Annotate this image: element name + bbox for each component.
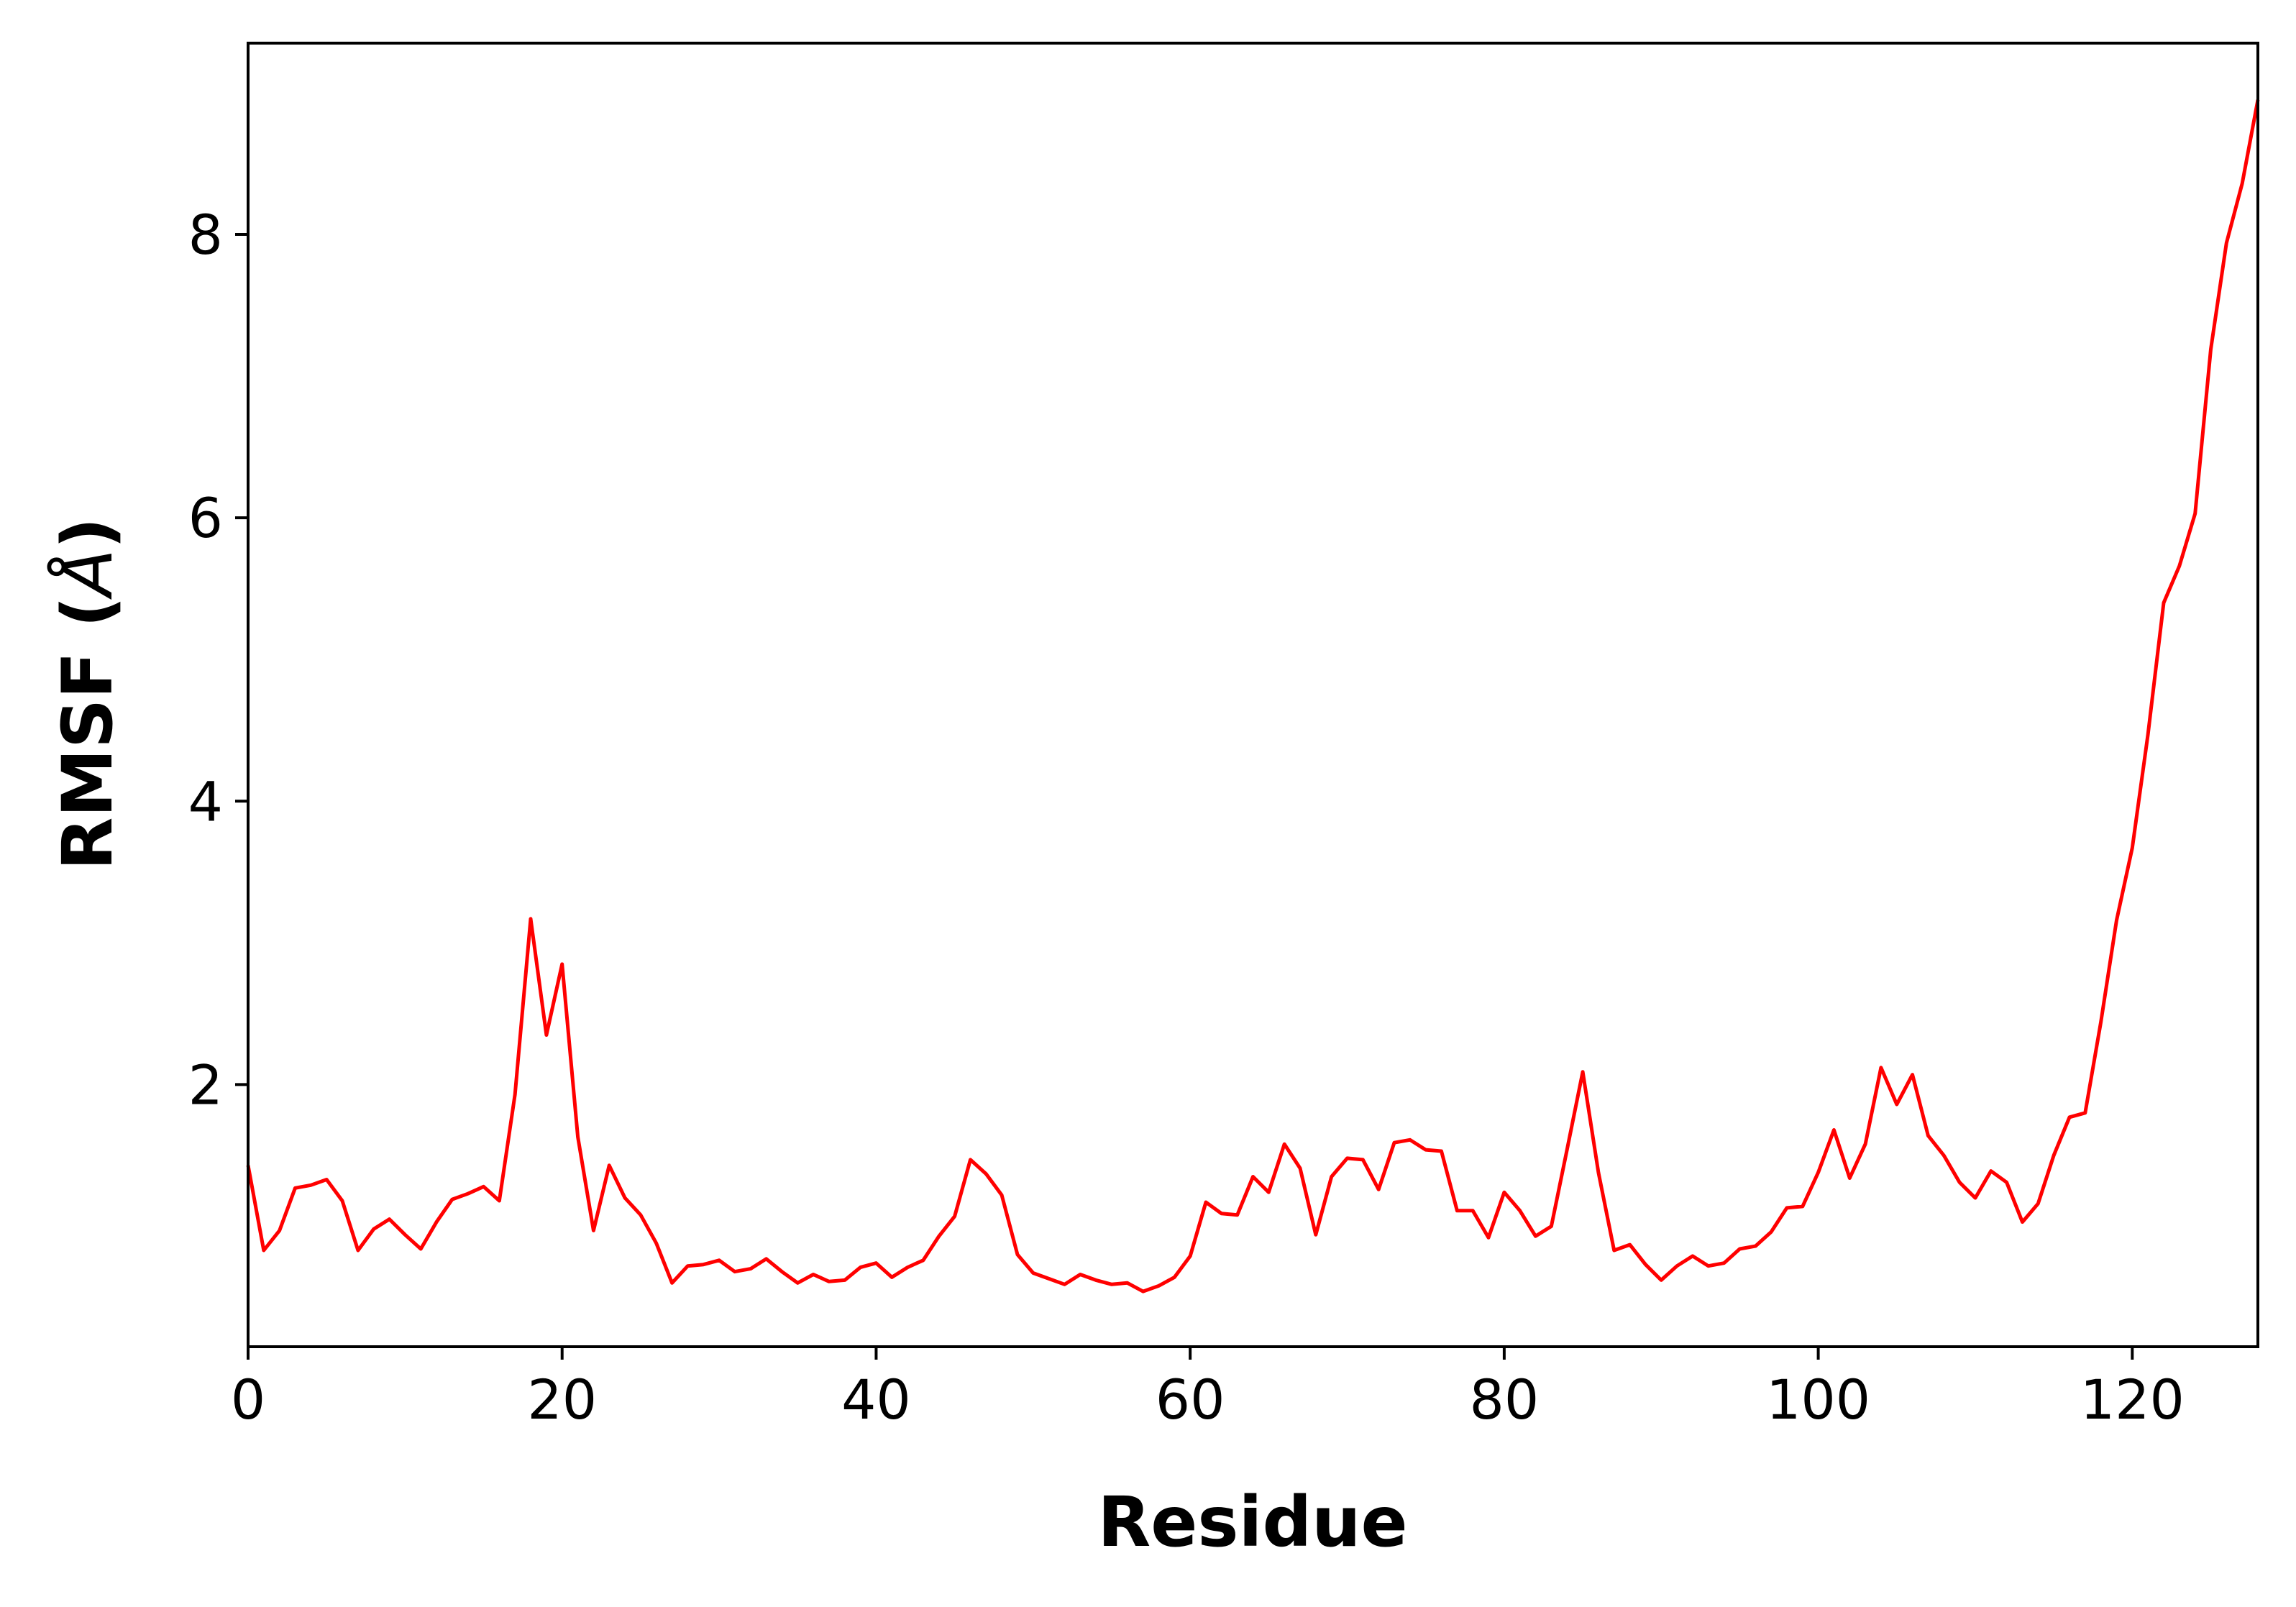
axes-layer: 0 20 40 60 80 100 120 2 4 6 8 — [188, 42, 2259, 1432]
y-tick-label: 2 — [188, 1053, 223, 1117]
y-tick-label: 6 — [188, 486, 223, 550]
data-layer — [246, 99, 2260, 1294]
y-axis-title-prefix: RMSF ( — [47, 596, 128, 870]
y-tick-label: 8 — [188, 203, 223, 267]
x-tick-label: 80 — [1470, 1368, 1540, 1432]
y-tick-label: 4 — [188, 769, 223, 833]
x-tick-label: 20 — [527, 1368, 597, 1432]
x-tick-label: 40 — [841, 1368, 911, 1432]
x-axis-title: Residue — [1097, 1482, 1407, 1562]
x-tick-label: 100 — [1766, 1368, 1870, 1432]
x-tick-label: 0 — [231, 1368, 265, 1432]
y-axis-title: RMSF (Å) — [47, 517, 128, 870]
x-tick-label: 60 — [1156, 1368, 1225, 1432]
plot-frame — [247, 42, 2259, 1348]
series-line-0 — [246, 99, 2260, 1294]
x-tick-label: 120 — [2080, 1368, 2185, 1432]
y-axis-title-unit: Å — [47, 549, 128, 600]
y-axis-title-suffix: ) — [47, 517, 128, 549]
